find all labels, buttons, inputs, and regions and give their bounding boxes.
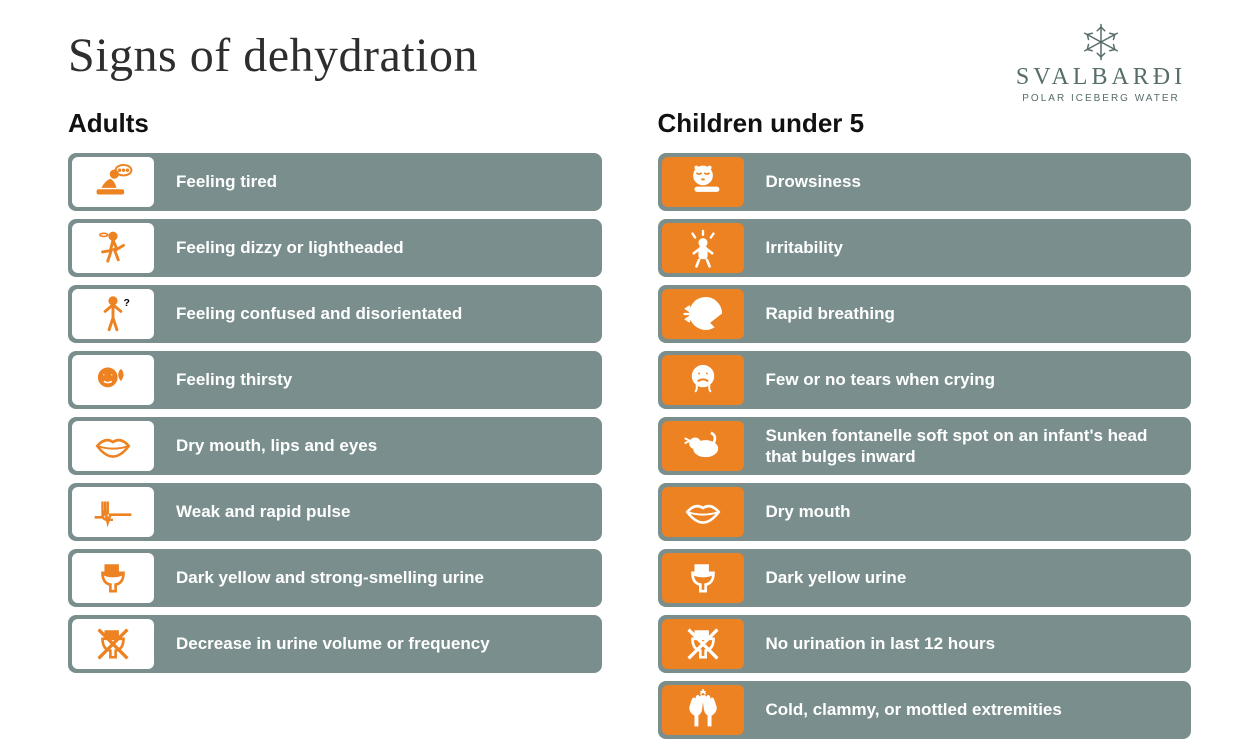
list-item: Dark yellow urine (658, 549, 1192, 607)
item-label: Cold, clammy, or mottled extremities (766, 699, 1062, 720)
tears-icon (662, 355, 744, 405)
children-heading: Children under 5 (658, 108, 1192, 139)
item-label: Feeling thirsty (176, 369, 292, 390)
item-label: Feeling confused and disorientated (176, 303, 462, 324)
thirsty-icon (72, 355, 154, 405)
list-item: Dry mouth, lips and eyes (68, 417, 602, 475)
list-item: Sunken fontanelle soft spot on an infant… (658, 417, 1192, 475)
no-toilet-icon (662, 619, 744, 669)
pulse-icon (72, 487, 154, 537)
drowsy-child-icon (662, 157, 744, 207)
brand-name: SVALBARÐI (1011, 64, 1191, 91)
item-label: No urination in last 12 hours (766, 633, 996, 654)
lips-icon (662, 487, 744, 537)
list-item: Irritability (658, 219, 1192, 277)
children-column: Children under 5 Drowsiness Irritability… (658, 108, 1192, 747)
item-label: Feeling tired (176, 171, 277, 192)
list-item: Cold, clammy, or mottled extremities (658, 681, 1192, 739)
page-title: Signs of dehydration (68, 28, 478, 83)
tired-icon (72, 157, 154, 207)
no-toilet-icon (72, 619, 154, 669)
toilet-icon (72, 553, 154, 603)
list-item: Feeling dizzy or lightheaded (68, 219, 602, 277)
list-item: No urination in last 12 hours (658, 615, 1192, 673)
item-label: Decrease in urine volume or frequency (176, 633, 490, 654)
item-label: Dry mouth, lips and eyes (176, 435, 377, 456)
list-item: Dry mouth (658, 483, 1192, 541)
item-label: Weak and rapid pulse (176, 501, 350, 522)
item-label: Rapid breathing (766, 303, 895, 324)
list-item: Weak and rapid pulse (68, 483, 602, 541)
adults-column: Adults Feeling tired Feeling dizzy or li… (68, 108, 602, 747)
list-item: Feeling thirsty (68, 351, 602, 409)
item-label: Sunken fontanelle soft spot on an infant… (766, 425, 1182, 468)
toilet-icon (662, 553, 744, 603)
list-item: Drowsiness (658, 153, 1192, 211)
item-label: Dark yellow and strong-smelling urine (176, 567, 484, 588)
irritable-icon (662, 223, 744, 273)
dizzy-icon (72, 223, 154, 273)
infant-icon (662, 421, 744, 471)
brand-tagline: POLAR ICEBERG WATER (1011, 93, 1191, 104)
list-item: Rapid breathing (658, 285, 1192, 343)
breathing-icon (662, 289, 744, 339)
confused-icon (72, 289, 154, 339)
list-item: Few or no tears when crying (658, 351, 1192, 409)
adults-heading: Adults (68, 108, 602, 139)
item-label: Drowsiness (766, 171, 861, 192)
list-item: Feeling tired (68, 153, 602, 211)
list-item: Feeling confused and disorientated (68, 285, 602, 343)
lips-icon (72, 421, 154, 471)
item-label: Feeling dizzy or lightheaded (176, 237, 404, 258)
item-label: Dark yellow urine (766, 567, 907, 588)
list-item: Dark yellow and strong-smelling urine (68, 549, 602, 607)
brand-logo: SVALBARÐI POLAR ICEBERG WATER (1011, 22, 1191, 104)
item-label: Irritability (766, 237, 843, 258)
item-label: Few or no tears when crying (766, 369, 996, 390)
snowflake-icon (1081, 22, 1121, 62)
columns-container: Adults Feeling tired Feeling dizzy or li… (68, 108, 1191, 747)
list-item: Decrease in urine volume or frequency (68, 615, 602, 673)
item-label: Dry mouth (766, 501, 851, 522)
hands-icon (662, 685, 744, 735)
